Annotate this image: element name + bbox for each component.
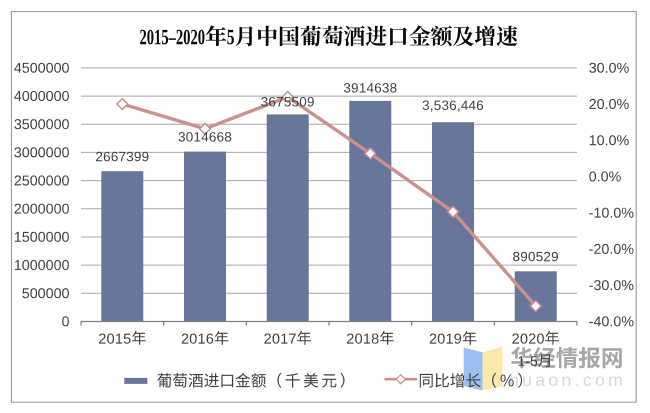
svg-text:huaon.com: huaon.com (509, 370, 626, 390)
